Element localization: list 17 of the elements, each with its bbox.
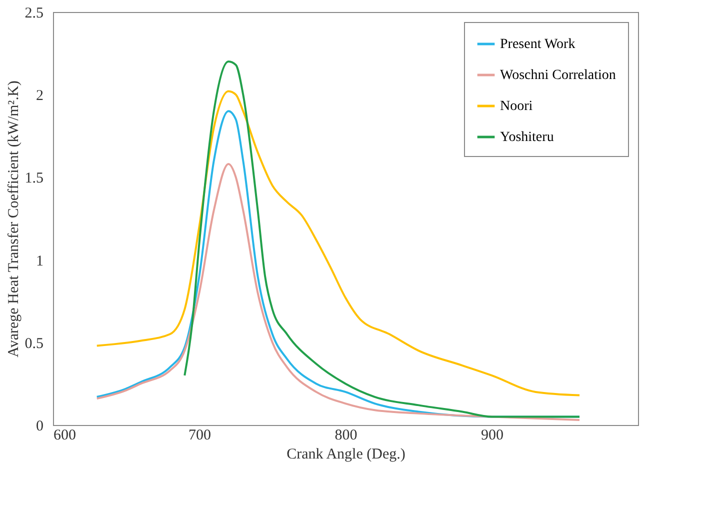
y-tick-label: 2 <box>36 88 44 104</box>
legend-label: Yoshiteru <box>500 130 554 145</box>
x-axis-title: Crank Angle (Deg.) <box>286 446 406 462</box>
y-tick-label: 0 <box>36 418 44 434</box>
x-tick-label: 600 <box>54 428 76 444</box>
x-tick-label: 900 <box>481 428 504 444</box>
y-tick-label: 0.5 <box>24 336 44 352</box>
y-tick-label: 1 <box>36 253 44 270</box>
line-series <box>96 162 580 422</box>
legend-label: Noori <box>500 99 533 114</box>
legend-label: Woschni Correlation <box>500 68 616 83</box>
x-tick-label: 700 <box>188 428 211 444</box>
y-axis-title: Avarege Heat Transfer Coefficient (kW/m².K) <box>6 80 22 358</box>
y-tick-label: 1.5 <box>24 170 44 187</box>
legend-label: Present Work <box>500 37 576 52</box>
x-tick-label: 800 <box>334 428 358 444</box>
y-tick-label: 2.5 <box>24 6 44 22</box>
